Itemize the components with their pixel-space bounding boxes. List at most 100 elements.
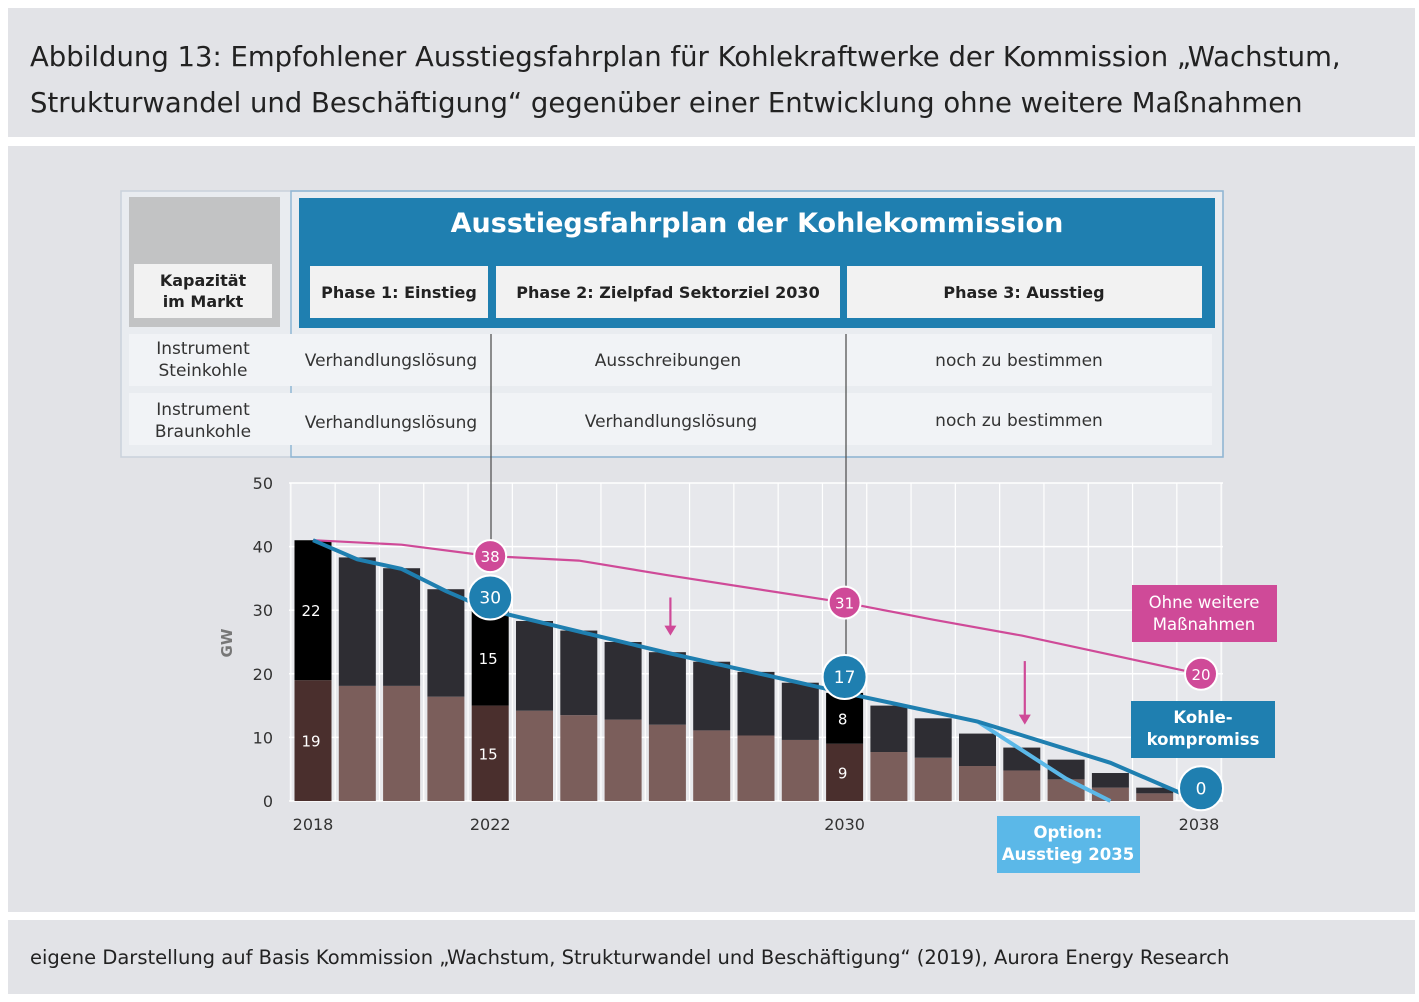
y-tick-label: 0 bbox=[263, 792, 273, 811]
callout-ohne-line-2: Maßnahmen bbox=[1153, 615, 1255, 634]
marker-label: 20 bbox=[1191, 666, 1210, 684]
roadmap-table: Kapazität im Markt Ausstiegsfahrplan der… bbox=[120, 190, 1224, 458]
arrow-head bbox=[1018, 714, 1031, 725]
phase-1-label: Phase 1: Einstieg bbox=[321, 283, 477, 302]
marker-label: 17 bbox=[834, 668, 856, 688]
bar-value-label: 19 bbox=[301, 733, 320, 751]
bar-braunkohle bbox=[1136, 793, 1174, 801]
y-tick-label: 50 bbox=[253, 474, 273, 493]
figure-title: Abbildung 13: Empfohlener Ausstiegsfahrp… bbox=[30, 41, 1341, 119]
y-tick-label: 30 bbox=[253, 601, 273, 620]
arrow-head bbox=[664, 625, 677, 636]
marker-kohle bbox=[821, 653, 868, 700]
bar-steinkohle bbox=[294, 540, 332, 681]
footer-panel: eigene Darstellung auf Basis Kommission … bbox=[8, 920, 1415, 994]
bar-steinkohle bbox=[1136, 787, 1174, 794]
line-option-2035 bbox=[976, 719, 1112, 803]
row-1-label-line-2: Steinkohle bbox=[158, 361, 247, 381]
x-axis: 2018 2022 2030 2038 bbox=[293, 815, 1220, 834]
y-axis: 0 10 20 30 40 50 bbox=[253, 474, 273, 811]
marker-kohle bbox=[467, 574, 514, 621]
marker-label: 0 bbox=[1196, 779, 1207, 799]
marker-label: 30 bbox=[479, 588, 501, 608]
row-1-phase-1: Verhandlungslösung bbox=[305, 351, 477, 371]
row-2-phase-2: Verhandlungslösung bbox=[585, 412, 757, 432]
bar-braunkohle bbox=[648, 724, 686, 801]
bar-steinkohle bbox=[826, 692, 864, 744]
marker-label: 38 bbox=[481, 548, 500, 566]
source-note: eigene Darstellung auf Basis Kommission … bbox=[30, 946, 1230, 969]
bar-braunkohle bbox=[914, 757, 952, 801]
marker-ohne bbox=[1184, 656, 1218, 691]
bar-braunkohle bbox=[516, 710, 553, 801]
phase-connector-lines bbox=[490, 334, 847, 678]
x-tick-label: 2038 bbox=[1179, 815, 1220, 834]
bar-braunkohle bbox=[737, 735, 775, 801]
corner-label-line-1: Kapazität bbox=[160, 271, 247, 290]
bar-steinkohle bbox=[959, 733, 996, 767]
bar-value-label: 8 bbox=[838, 710, 848, 728]
table-blue-frame bbox=[290, 190, 1224, 458]
value-markers: 38 31 20 30 17 0 bbox=[467, 539, 1224, 812]
corner-label-box bbox=[134, 264, 272, 318]
marker-kohle bbox=[1178, 765, 1224, 812]
callout-kohle-line-2: kompromiss bbox=[1147, 730, 1260, 749]
bar-steinkohle bbox=[870, 705, 908, 753]
bar-steinkohle bbox=[560, 630, 598, 716]
bar-steinkohle bbox=[1091, 773, 1129, 788]
phase-2-cell bbox=[496, 266, 840, 318]
callout-option-box bbox=[997, 816, 1140, 873]
phase-2-label: Phase 2: Zielpfad Sektorziel 2030 bbox=[516, 283, 819, 302]
bar-steinkohle bbox=[693, 661, 731, 731]
bar-braunkohle bbox=[870, 752, 908, 801]
callout-kohle-line-1: Kohle- bbox=[1173, 708, 1232, 727]
y-axis-label: GW bbox=[218, 628, 236, 657]
bar-braunkohle bbox=[693, 730, 731, 801]
callout-option-line-1: Option: bbox=[1033, 823, 1102, 842]
phase-1-cell bbox=[310, 266, 488, 318]
bar-braunkohle bbox=[294, 680, 332, 801]
callout-ohne-box bbox=[1132, 585, 1277, 642]
table-header: Ausstiegsfahrplan der Kohlekommission bbox=[451, 208, 1064, 239]
bar-steinkohle bbox=[648, 652, 686, 725]
bar-value-label: 15 bbox=[479, 650, 498, 668]
bar-steinkohle bbox=[604, 642, 642, 720]
x-tick-label: 2030 bbox=[824, 815, 865, 834]
row-1-phase-3: noch zu bestimmen bbox=[935, 351, 1103, 371]
y-tick-label: 20 bbox=[253, 665, 273, 684]
series-lines bbox=[312, 538, 1200, 803]
row-steinkohle bbox=[129, 334, 1212, 386]
bar-steinkohle bbox=[516, 621, 553, 711]
bar-braunkohle bbox=[1047, 779, 1085, 801]
callout-option-line-2: Ausstieg 2035 bbox=[1002, 845, 1134, 864]
bar-braunkohle bbox=[959, 766, 996, 801]
decline-arrows bbox=[664, 597, 1031, 725]
marker-ohne bbox=[827, 585, 862, 620]
bar-braunkohle bbox=[471, 705, 509, 801]
bar-steinkohle bbox=[383, 568, 421, 686]
bar-steinkohle bbox=[781, 682, 819, 740]
bar-steinkohle bbox=[914, 718, 952, 758]
bar-steinkohle bbox=[737, 671, 775, 736]
x-tick-label: 2022 bbox=[470, 815, 511, 834]
bar-steinkohle bbox=[338, 557, 376, 686]
phase-3-cell bbox=[847, 266, 1202, 318]
y-tick-label: 40 bbox=[253, 538, 273, 557]
callout-kohle-box bbox=[1131, 701, 1275, 758]
callout-ohne-line-1: Ohne weitere bbox=[1149, 593, 1260, 612]
bar-braunkohle bbox=[604, 719, 642, 801]
x-tick-label: 2018 bbox=[293, 815, 334, 834]
bar-braunkohle bbox=[1003, 770, 1041, 801]
row-2-phase-1: Verhandlungslösung bbox=[305, 413, 477, 433]
y-tick-label: 10 bbox=[253, 728, 273, 747]
row-2-phase-3: noch zu bestimmen bbox=[935, 411, 1103, 431]
bar-braunkohle bbox=[383, 685, 421, 801]
bar-braunkohle bbox=[560, 715, 598, 801]
row-2-label-line-1: Instrument bbox=[156, 400, 250, 420]
marker-ohne bbox=[473, 539, 508, 574]
phase-3-label: Phase 3: Ausstieg bbox=[943, 283, 1104, 302]
bar-steinkohle bbox=[427, 589, 465, 697]
bar-value-label: 9 bbox=[838, 764, 848, 782]
